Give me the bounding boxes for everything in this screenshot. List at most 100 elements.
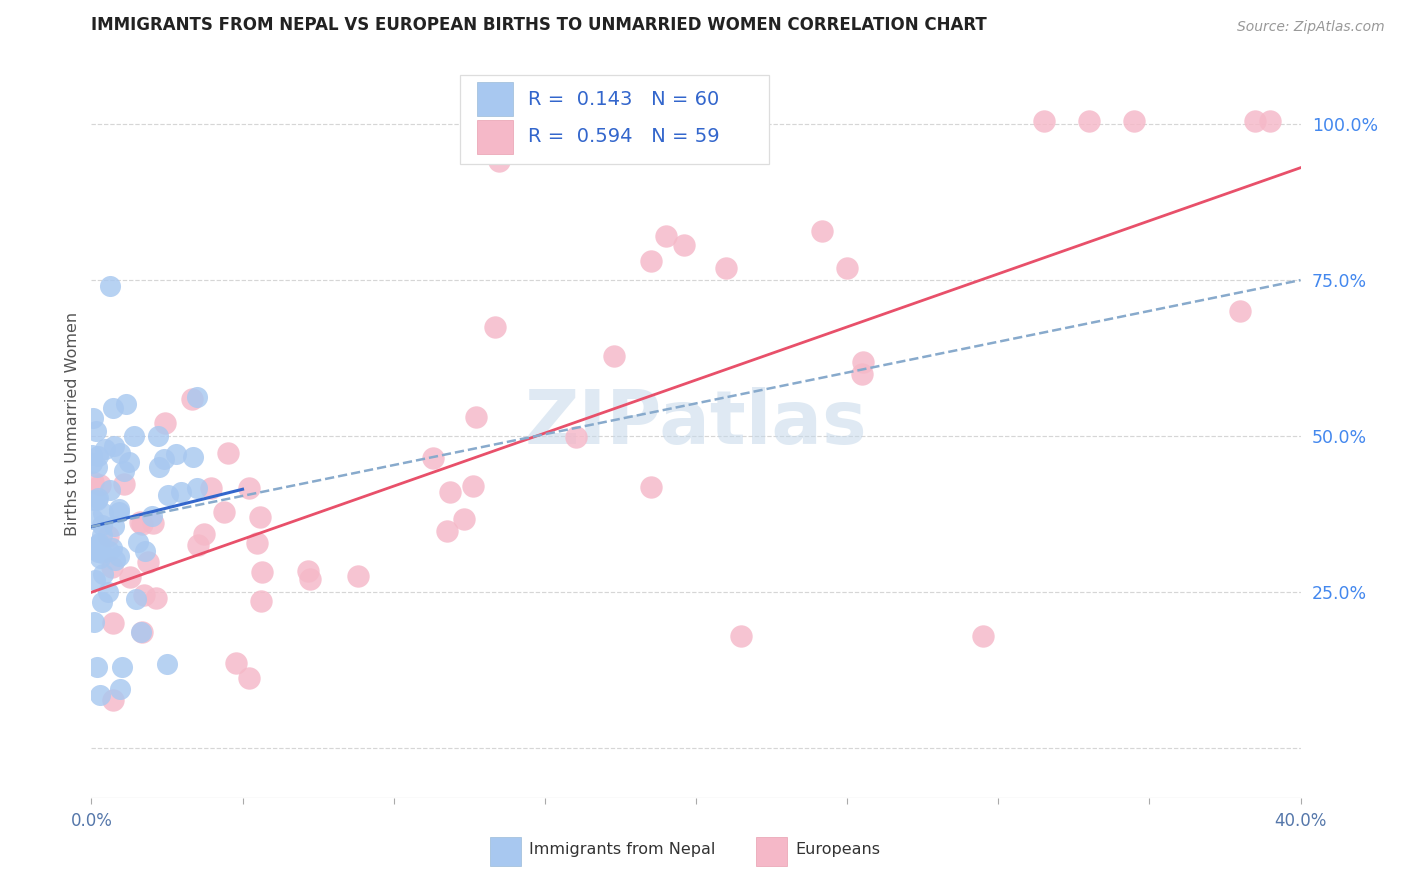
Point xyxy=(238,481,260,495)
Point xyxy=(1032,114,1054,128)
Point xyxy=(246,536,269,550)
Point xyxy=(212,506,235,520)
Point xyxy=(217,446,239,460)
Point xyxy=(1123,114,1146,128)
Point xyxy=(103,518,125,533)
Point xyxy=(97,585,120,599)
Point xyxy=(86,459,108,474)
Point xyxy=(128,515,150,529)
Point xyxy=(91,546,114,560)
Point xyxy=(181,450,204,465)
Point xyxy=(1077,114,1099,128)
Point xyxy=(142,516,165,530)
Point xyxy=(108,682,131,697)
Point xyxy=(153,452,176,467)
Point xyxy=(250,594,273,608)
Point xyxy=(464,410,486,425)
Point xyxy=(461,479,484,493)
Point xyxy=(87,491,110,505)
Point xyxy=(141,508,163,523)
Point xyxy=(180,392,202,406)
Point xyxy=(82,448,104,462)
Point xyxy=(422,450,444,465)
Point xyxy=(730,629,752,643)
Point xyxy=(82,456,104,470)
Point xyxy=(156,657,179,672)
Point xyxy=(103,401,125,415)
Point xyxy=(484,320,506,334)
Point xyxy=(1229,304,1251,318)
Point xyxy=(108,549,131,563)
Point xyxy=(1260,114,1282,128)
Point xyxy=(86,538,108,552)
Point xyxy=(252,565,274,579)
Point xyxy=(186,481,208,495)
Point xyxy=(83,615,105,630)
FancyBboxPatch shape xyxy=(477,82,513,116)
Point xyxy=(672,238,695,252)
Point xyxy=(165,447,187,461)
Point xyxy=(111,660,132,674)
Point xyxy=(91,506,114,520)
Point xyxy=(89,478,111,492)
Point xyxy=(104,553,127,567)
Point xyxy=(810,224,832,238)
Point xyxy=(714,260,737,275)
Point xyxy=(249,509,271,524)
Point xyxy=(86,660,108,674)
Text: Source: ZipAtlas.com: Source: ZipAtlas.com xyxy=(1237,20,1385,34)
Point xyxy=(157,488,180,502)
Point xyxy=(117,455,139,469)
Point xyxy=(640,480,662,494)
Point xyxy=(134,544,156,558)
Point xyxy=(297,565,319,579)
Point xyxy=(108,446,131,460)
Point xyxy=(90,518,112,533)
Point xyxy=(115,396,138,410)
Point xyxy=(439,485,461,500)
Point xyxy=(565,430,588,444)
Point xyxy=(112,464,135,478)
Point xyxy=(84,573,107,587)
Point xyxy=(103,439,125,453)
Point xyxy=(453,512,475,526)
Point xyxy=(120,570,142,584)
Text: R =  0.143   N = 60: R = 0.143 N = 60 xyxy=(527,90,718,109)
Point xyxy=(299,572,322,586)
Point xyxy=(193,526,215,541)
Text: Europeans: Europeans xyxy=(796,842,880,857)
Point xyxy=(488,154,510,169)
Point xyxy=(87,544,110,558)
Point xyxy=(101,693,124,707)
Point xyxy=(125,592,148,607)
Point xyxy=(108,502,131,516)
Point xyxy=(852,354,875,368)
Point xyxy=(91,528,114,542)
Point xyxy=(186,390,208,404)
Point xyxy=(112,477,135,491)
Point xyxy=(347,568,370,582)
Point xyxy=(603,349,626,363)
Text: R =  0.594   N = 59: R = 0.594 N = 59 xyxy=(527,128,720,146)
FancyBboxPatch shape xyxy=(460,75,769,164)
Point xyxy=(82,475,104,490)
Point xyxy=(98,279,121,293)
Point xyxy=(170,484,193,499)
Point xyxy=(153,416,176,430)
Point xyxy=(131,516,153,531)
FancyBboxPatch shape xyxy=(477,120,513,153)
Point xyxy=(82,542,104,557)
Text: ZIPatlas: ZIPatlas xyxy=(524,387,868,460)
Point xyxy=(82,411,104,425)
Point xyxy=(145,591,167,605)
Point xyxy=(87,536,110,550)
Point xyxy=(200,481,222,495)
Point xyxy=(101,615,124,630)
Point xyxy=(131,625,153,640)
Point xyxy=(148,459,170,474)
Point xyxy=(86,449,108,463)
Text: IMMIGRANTS FROM NEPAL VS EUROPEAN BIRTHS TO UNMARRIED WOMEN CORRELATION CHART: IMMIGRANTS FROM NEPAL VS EUROPEAN BIRTHS… xyxy=(91,16,987,34)
Point xyxy=(146,429,169,443)
Point xyxy=(1244,114,1267,128)
Point xyxy=(238,671,260,685)
